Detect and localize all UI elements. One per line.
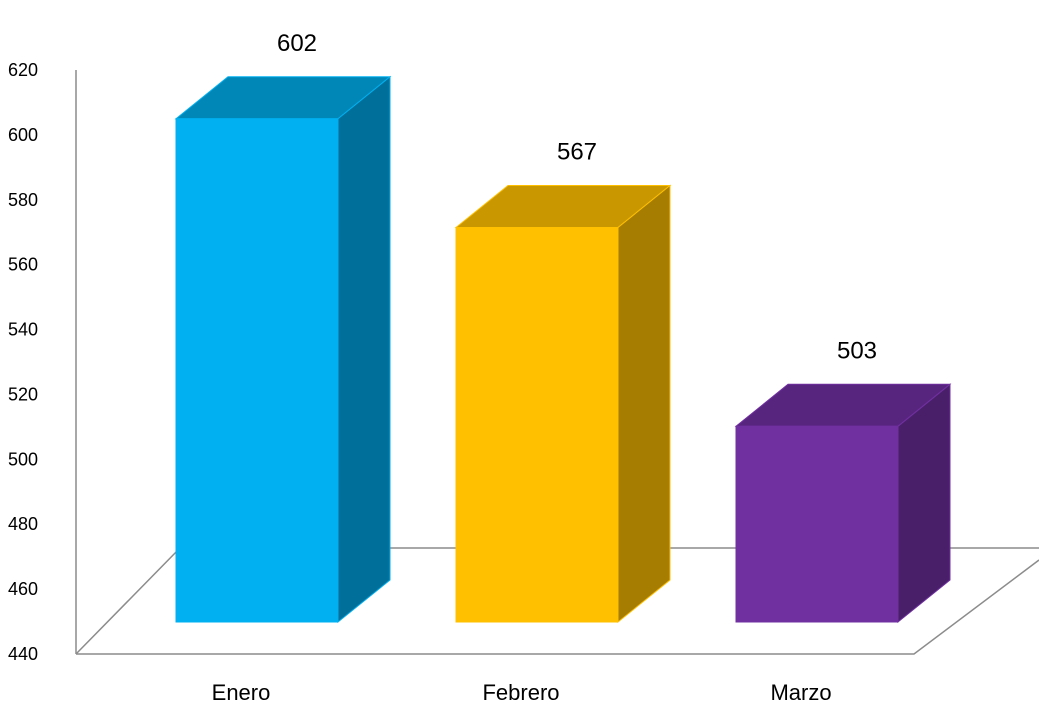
data-labels: 602 567 503 [277,30,877,365]
data-label: 503 [837,337,877,364]
y-tick-label: 540 [8,320,38,340]
bar-side-face [897,383,951,624]
y-tick-label: 580 [8,190,38,210]
y-tick-label: 480 [8,514,38,534]
bar-front-face [735,425,899,623]
y-tick-label: 460 [8,579,38,599]
bar-enero [174,75,392,624]
bar-front-face [175,118,339,623]
y-tick-label: 560 [8,255,38,275]
data-label: 602 [277,30,317,57]
y-axis-ticks: 440 460 480 500 520 540 560 580 600 620 [8,60,38,664]
bar-front-face [455,227,619,623]
y-tick-label: 500 [8,449,38,469]
floor-front-edge [76,559,1039,655]
x-tick-label: Enero [212,680,271,705]
y-tick-label: 620 [8,60,38,80]
bar-marzo [734,383,952,624]
bars [174,75,952,624]
x-tick-label: Marzo [770,680,831,705]
y-tick-label: 520 [8,384,38,404]
x-tick-label: Febrero [482,680,559,705]
bar-febrero [454,184,672,624]
y-tick-label: 440 [8,644,38,664]
y-tick-label: 600 [8,125,38,145]
data-label: 567 [557,139,597,166]
x-axis-labels: Enero Febrero Marzo [212,680,832,705]
bar-side-face [617,184,671,624]
bar-side-face [337,75,391,624]
